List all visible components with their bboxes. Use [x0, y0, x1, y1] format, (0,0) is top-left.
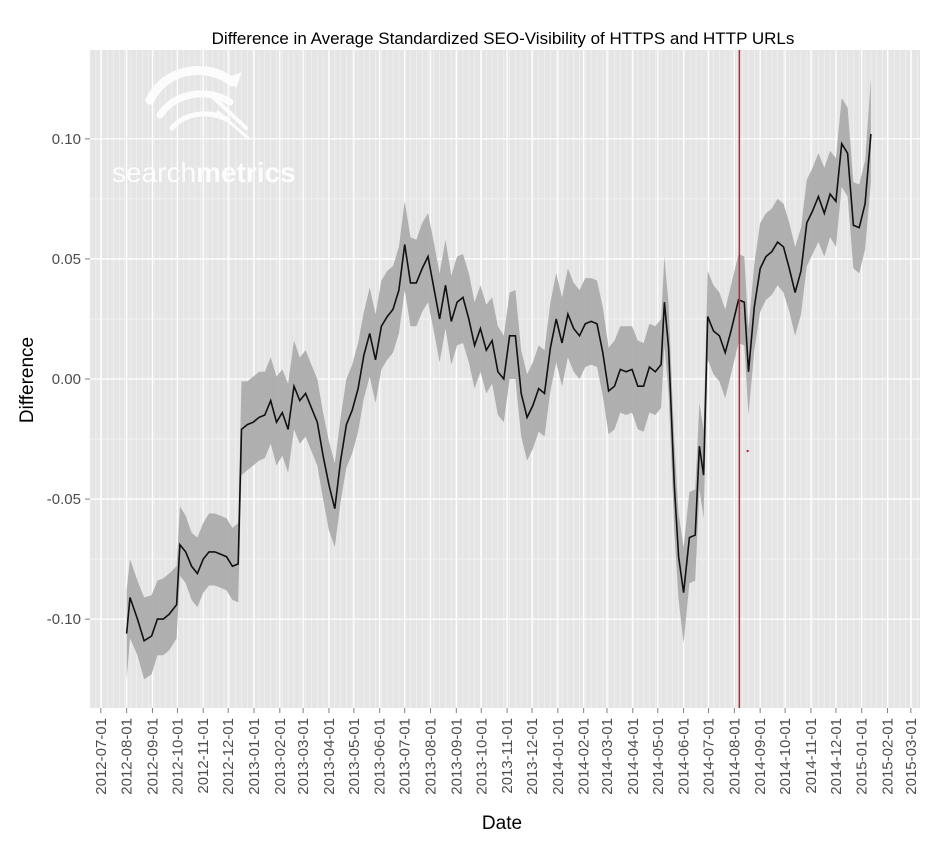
x-tick-label: 2014-05-01: [650, 718, 667, 795]
confidence-band: [126, 78, 871, 680]
x-tick-label: 2013-04-01: [321, 718, 338, 795]
x-tick-label: 2012-09-01: [144, 718, 161, 795]
x-tick-label: 2014-09-01: [752, 718, 769, 795]
x-tick-label: 2014-12-01: [828, 718, 845, 795]
x-tick-label: 2015-01-01: [854, 718, 871, 795]
x-tick-label: 2014-01-01: [550, 718, 567, 795]
searchmetrics-logo: searchmetrics: [112, 65, 296, 188]
x-tick-label: 2013-10-01: [473, 718, 490, 795]
searchmetrics-swoosh-logo-icon: [145, 65, 250, 140]
x-tick-label: 2013-03-01: [295, 718, 312, 795]
y-tick-label: -0.10: [47, 611, 81, 628]
x-tick-label: 2014-02-01: [576, 718, 593, 795]
x-tick-label: 2015-02-01: [880, 718, 897, 795]
stray-point: [746, 449, 749, 453]
x-tick-label: 2014-06-01: [676, 718, 693, 795]
x-tick-label: 2013-07-01: [397, 718, 414, 795]
y-tick-label: 0.00: [52, 371, 81, 388]
x-tick-label: 2013-05-01: [346, 718, 363, 795]
x-tick-label: 2013-11-01: [499, 718, 516, 794]
x-tick-label: 2012-11-01: [195, 718, 212, 794]
y-tick-label: 0.10: [52, 131, 81, 148]
x-tick-label: 2012-07-01: [93, 718, 110, 795]
x-tick-label: 2012-08-01: [119, 718, 136, 795]
x-tick-label: 2013-06-01: [372, 718, 389, 795]
y-tick-label: 0.05: [52, 251, 81, 268]
y-axis: -0.10 -0.05 0.00 0.05 0.10: [47, 131, 90, 628]
x-tick-label: 2014-11-01: [803, 718, 820, 794]
difference-line: [125, 134, 872, 643]
x-tick-label: 2013-01-01: [246, 718, 263, 795]
x-tick-label: 2013-08-01: [423, 718, 440, 795]
x-tick-label: 2012-10-01: [169, 718, 186, 795]
y-tick-label: -0.05: [47, 491, 81, 508]
logo-text-bold: metrics: [196, 157, 296, 188]
x-tick-label: 2013-09-01: [448, 718, 465, 795]
x-axis-title: Date: [482, 813, 522, 834]
x-tick-label: 2014-03-01: [599, 718, 616, 795]
x-tick-label: 2014-07-01: [701, 718, 718, 795]
x-tick-label: 2012-12-01: [220, 718, 237, 795]
x-tick-label: 2015-03-01: [903, 718, 920, 795]
logo-wordmark: searchmetrics: [112, 157, 296, 188]
y-axis-title: Difference: [17, 337, 38, 423]
x-axis: 2012-07-01 2012-08-01 2012-09-01 2012-10-01…: [93, 708, 920, 795]
x-tick-label: 2013-12-01: [524, 718, 541, 795]
x-tick-label: 2014-08-01: [726, 718, 743, 795]
chart-title: Difference in Average Standardized SEO-V…: [212, 29, 795, 48]
x-tick-label: 2014-10-01: [777, 718, 794, 795]
x-tick-label: 2013-02-01: [272, 718, 289, 795]
x-tick-label: 2014-04-01: [625, 718, 642, 795]
logo-text-light: search: [112, 157, 196, 188]
